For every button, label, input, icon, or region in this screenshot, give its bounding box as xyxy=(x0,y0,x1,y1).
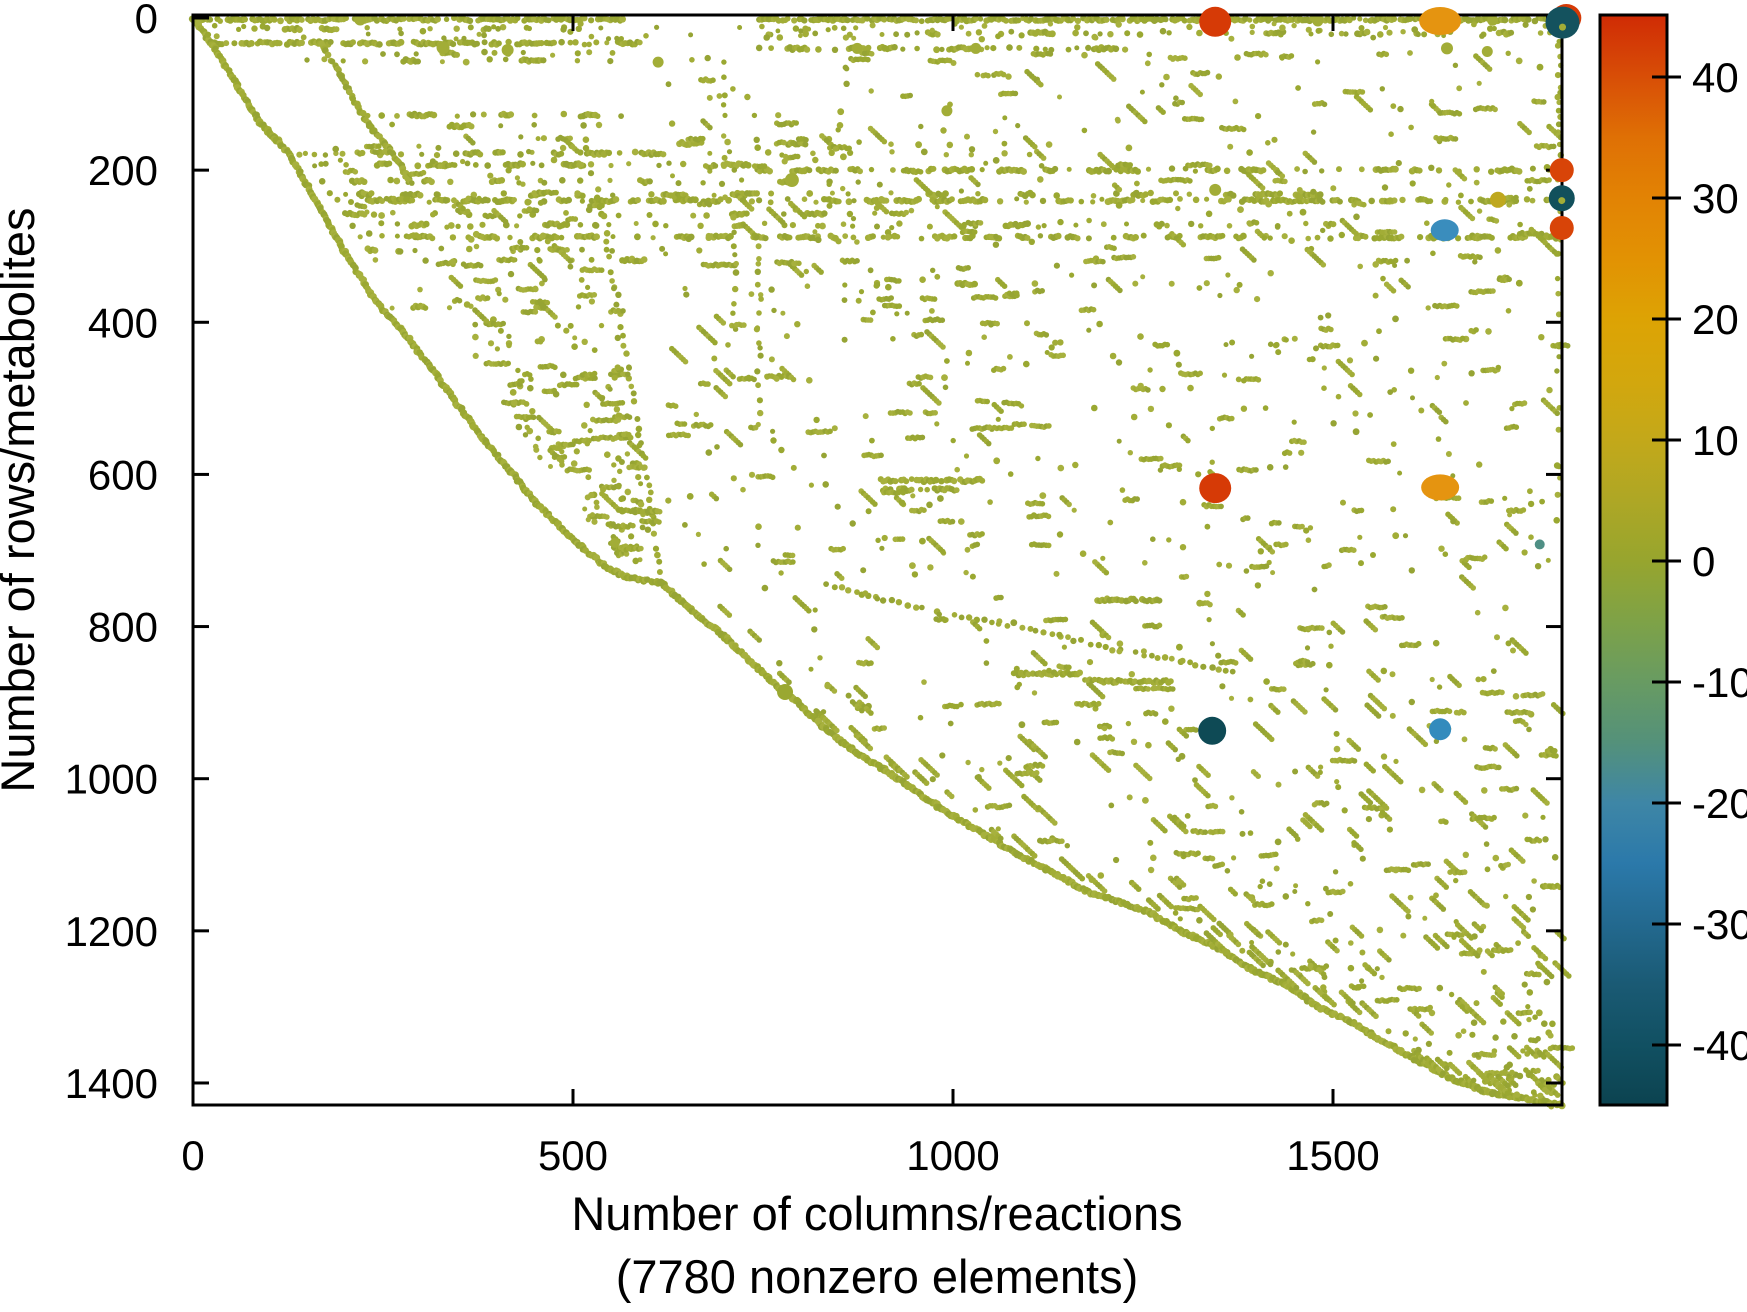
highlight-dot xyxy=(1421,474,1460,501)
x-tick-label: 1500 xyxy=(1286,1132,1379,1179)
y-tick-label: 1200 xyxy=(65,908,158,955)
y-axis-label: Number of rows/metabolites xyxy=(0,207,44,792)
highlight-dot xyxy=(1489,191,1506,208)
highlight-dot xyxy=(777,683,794,700)
highlight-dot xyxy=(1419,7,1462,36)
medium-dot xyxy=(609,537,620,548)
highlight-points-layer xyxy=(777,4,1582,745)
colorbar-tick-label: 20 xyxy=(1692,296,1739,343)
medium-dot xyxy=(501,43,514,56)
y-tick-label: 400 xyxy=(88,299,158,346)
y-tick-label: 600 xyxy=(88,451,158,498)
highlight-dot xyxy=(1549,158,1574,183)
scatter-layer xyxy=(188,13,1576,1110)
medium-dot xyxy=(1312,15,1324,27)
highlight-dot xyxy=(1198,716,1227,745)
medium-dot xyxy=(652,56,664,68)
highlight-dot xyxy=(1199,473,1232,504)
y-tick-label: 1400 xyxy=(65,1060,158,1107)
highlight-dot xyxy=(1199,6,1232,37)
medium-dot xyxy=(354,13,367,26)
colorbar-tick-label: -40 xyxy=(1692,1022,1747,1069)
plot-frame xyxy=(191,13,1564,1107)
medium-dot xyxy=(941,105,953,117)
overlay-dot xyxy=(1558,197,1566,205)
colorbar-tick-label: 30 xyxy=(1692,175,1739,222)
y-tick-label: 0 xyxy=(135,0,158,42)
colorbar-tick-label: 40 xyxy=(1692,54,1739,101)
y-tick-label: 1000 xyxy=(65,756,158,803)
x-tick-label: 500 xyxy=(538,1132,608,1179)
x-axis-label: Number of columns/reactions xyxy=(571,1187,1182,1240)
colorbar-tick-label: -10 xyxy=(1692,659,1747,706)
colorbar: 40 30 20 10 0 -10 -20 -30 -40 xyxy=(1598,13,1747,1107)
y-tick-label: 200 xyxy=(88,147,158,194)
overlay-dot xyxy=(1559,23,1567,31)
highlight-dot xyxy=(1429,718,1452,741)
colorbar-tick-label: 10 xyxy=(1692,417,1739,464)
axis-tick-labels: 0 200 400 600 800 1000 1200 1400 0 500 1000 1500 xyxy=(65,0,1380,1179)
colorbar-tick-label: -20 xyxy=(1692,780,1747,827)
medium-dot xyxy=(784,173,799,188)
medium-dot xyxy=(1487,14,1499,26)
highlight-dot xyxy=(1545,6,1580,39)
medium-dot xyxy=(970,42,982,54)
medium-dot xyxy=(1441,42,1453,55)
highlight-dot xyxy=(1549,215,1574,240)
medium-dot xyxy=(436,41,450,55)
x-tick-label: 1000 xyxy=(906,1132,999,1179)
colorbar-tick-label: -30 xyxy=(1692,901,1747,948)
medium-dot xyxy=(851,42,863,54)
medium-dot xyxy=(1481,45,1493,57)
y-tick-label: 800 xyxy=(88,604,158,651)
colorbar-tick-label: 0 xyxy=(1692,538,1715,585)
highlight-dot xyxy=(1430,219,1459,242)
medium-dot xyxy=(1209,183,1222,196)
highlight-dot xyxy=(1534,539,1545,550)
x-axis-note: (7780 nonzero elements) xyxy=(616,1250,1139,1303)
x-tick-label: 0 xyxy=(181,1132,204,1179)
